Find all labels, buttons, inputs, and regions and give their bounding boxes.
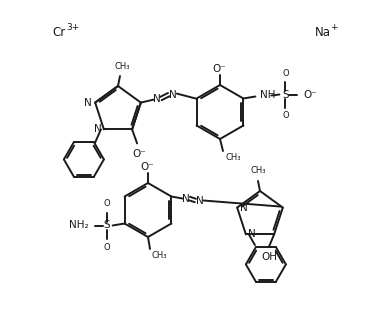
Text: N: N [153,94,161,104]
Text: CH₃: CH₃ [225,153,241,162]
Text: O: O [103,200,110,209]
Text: CH₃: CH₃ [114,62,130,71]
Text: S: S [103,220,110,231]
Text: CH₃: CH₃ [152,250,168,259]
Text: N: N [240,202,248,213]
Text: Na: Na [315,25,331,38]
Text: S: S [282,90,289,100]
Text: Cr: Cr [52,25,65,38]
Text: O: O [103,242,110,251]
Text: +: + [330,23,337,32]
Text: N: N [195,196,203,206]
Text: OH: OH [261,252,277,263]
Text: O⁻: O⁻ [140,162,154,172]
Text: O⁻: O⁻ [303,90,317,100]
Text: NH₂: NH₂ [69,220,89,231]
Text: O⁻: O⁻ [132,149,146,159]
Text: 3+: 3+ [66,23,79,32]
Text: N: N [169,90,177,100]
Text: N: N [182,193,189,203]
Text: N: N [84,98,92,108]
Text: NH: NH [260,91,276,100]
Text: O: O [282,112,289,121]
Text: N: N [248,229,256,239]
Text: CH₃: CH₃ [250,166,266,175]
Text: O⁻: O⁻ [212,64,226,74]
Text: O: O [282,69,289,78]
Text: N: N [94,124,102,135]
